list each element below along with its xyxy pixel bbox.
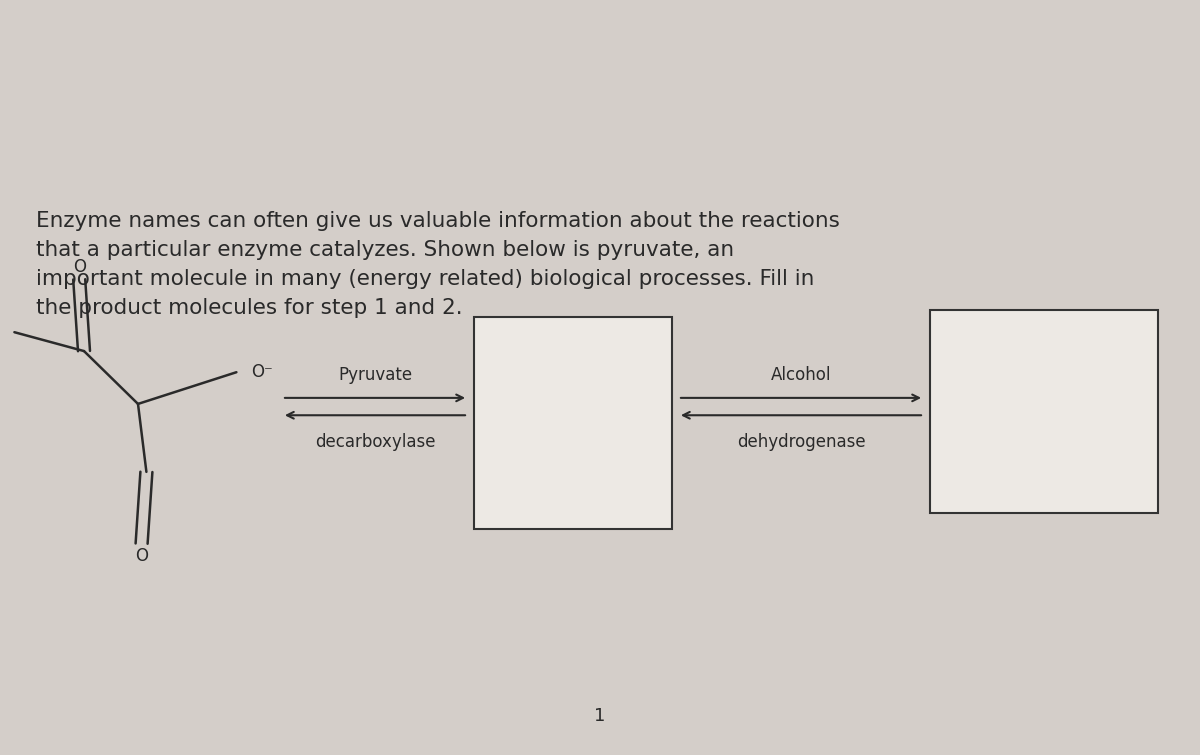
Text: dehydrogenase: dehydrogenase — [737, 433, 865, 451]
FancyBboxPatch shape — [930, 310, 1158, 513]
Text: Enzyme names can often give us valuable information about the reactions
that a p: Enzyme names can often give us valuable … — [36, 211, 840, 318]
Text: Alcohol: Alcohol — [770, 365, 832, 384]
FancyBboxPatch shape — [474, 317, 672, 528]
Text: O: O — [73, 257, 85, 276]
Text: decarboxylase: decarboxylase — [314, 433, 436, 451]
Text: O: O — [136, 547, 148, 565]
Text: O⁻: O⁻ — [251, 363, 272, 381]
Text: Pyruvate: Pyruvate — [338, 365, 412, 384]
Text: 1: 1 — [594, 707, 606, 725]
